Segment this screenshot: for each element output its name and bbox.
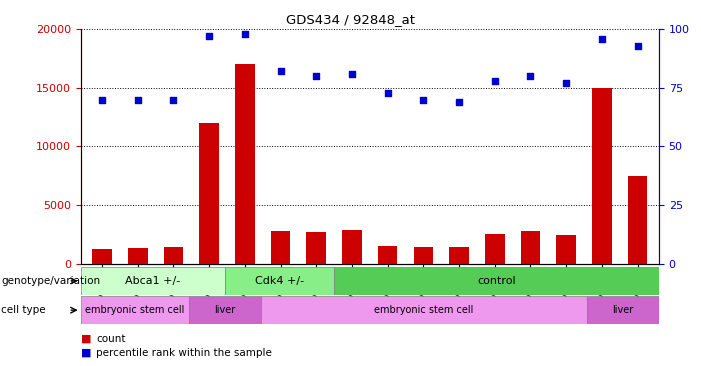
Point [525,73,536,79]
Point [489,78,501,84]
Bar [449,247,469,264]
Text: embryonic stem cell: embryonic stem cell [374,305,474,315]
Point [632,43,643,49]
Bar [485,234,505,264]
Text: ■: ■ [81,348,91,358]
Text: liver: liver [612,305,634,315]
Point [97,97,108,102]
Point [275,68,286,74]
Bar [128,248,147,264]
Point [132,97,143,102]
Text: embryonic stem cell: embryonic stem cell [85,305,184,315]
Bar [627,176,647,264]
Text: genotype/variation: genotype/variation [1,276,100,286]
Bar [306,232,326,264]
Bar [592,88,612,264]
Text: cell type: cell type [1,305,46,315]
Text: Abca1 +/-: Abca1 +/- [125,276,181,286]
Point [239,31,250,37]
Bar [189,296,261,324]
Bar [334,267,659,295]
Point [203,33,215,39]
Point [454,99,465,105]
Point [597,36,608,42]
Text: GDS434 / 92848_at: GDS434 / 92848_at [286,13,415,26]
Text: percentile rank within the sample: percentile rank within the sample [96,348,272,358]
Point [418,97,429,102]
Text: ■: ■ [81,334,91,344]
Point [561,80,572,86]
Bar [271,231,290,264]
Bar [81,267,225,295]
Bar [225,267,334,295]
Bar [378,246,397,264]
Text: count: count [96,334,125,344]
Text: control: control [477,276,516,286]
Bar [163,247,183,264]
Bar [261,296,587,324]
Bar [81,296,189,324]
Point [168,97,179,102]
Text: liver: liver [215,305,236,315]
Bar [414,247,433,264]
Bar [557,235,576,264]
Point [382,90,393,96]
Bar [587,296,659,324]
Point [311,73,322,79]
Bar [235,64,254,264]
Bar [93,250,112,264]
Bar [199,123,219,264]
Point [346,71,358,77]
Text: Cdk4 +/-: Cdk4 +/- [255,276,304,286]
Bar [521,231,540,264]
Bar [342,229,362,264]
